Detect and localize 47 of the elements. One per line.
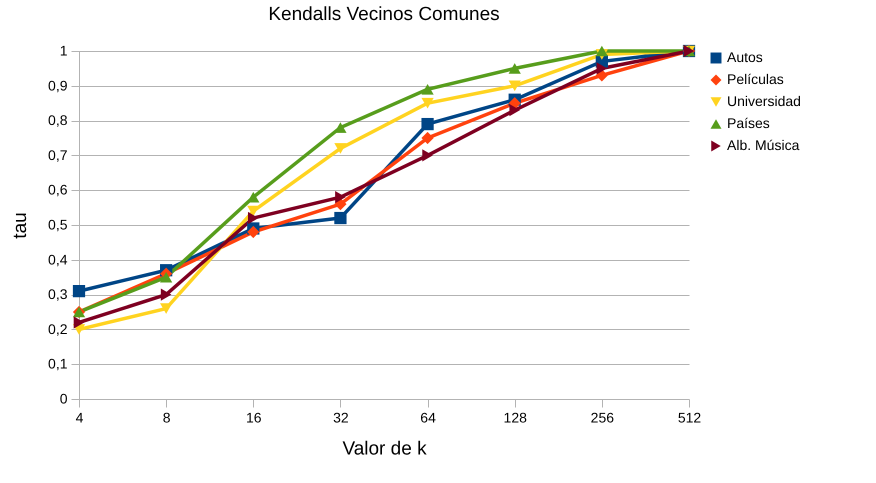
point bbox=[421, 84, 434, 95]
point bbox=[247, 226, 260, 238]
legend-label: Países bbox=[727, 115, 770, 131]
y-tick-label: 0,9 bbox=[48, 77, 68, 94]
y-tick-label: 0,2 bbox=[48, 320, 68, 337]
point bbox=[160, 303, 172, 314]
point bbox=[421, 132, 434, 144]
point bbox=[596, 46, 608, 56]
point bbox=[508, 63, 521, 74]
point bbox=[74, 316, 84, 329]
legend-label: Universidad bbox=[727, 93, 801, 109]
legend-label: Autos bbox=[727, 49, 763, 65]
y-tick-label: 0,8 bbox=[48, 112, 68, 128]
x-tick-label: 16 bbox=[246, 410, 262, 426]
x-tick-label: 8 bbox=[162, 410, 171, 426]
y-tick-label: 0,1 bbox=[48, 356, 68, 372]
x-tick-label: 32 bbox=[333, 410, 349, 426]
y-tick-label: 0,7 bbox=[48, 146, 68, 163]
y-tick-label: 0,4 bbox=[48, 251, 68, 268]
point bbox=[160, 288, 172, 301]
point bbox=[508, 80, 521, 92]
y-tick-label: 0,3 bbox=[48, 286, 68, 302]
point bbox=[334, 143, 347, 154]
legend-label: Películas bbox=[727, 71, 784, 87]
y-tick-label: 0,6 bbox=[48, 182, 68, 198]
point bbox=[335, 191, 346, 204]
y-tick-label: 1 bbox=[60, 42, 68, 58]
y-tick-label: 0,5 bbox=[48, 216, 68, 232]
chart-title: Kendalls Vecinos Comunes bbox=[268, 4, 500, 25]
point bbox=[334, 212, 347, 224]
x-tick-label: 4 bbox=[76, 410, 84, 426]
x-tick-label: 512 bbox=[678, 410, 702, 426]
point bbox=[422, 149, 433, 162]
legend-label: Alb. Música bbox=[727, 137, 800, 153]
point bbox=[421, 118, 434, 130]
point bbox=[421, 98, 434, 109]
point bbox=[247, 206, 260, 216]
point bbox=[248, 212, 259, 224]
point bbox=[596, 62, 608, 75]
x-axis-title: Valor de k bbox=[342, 438, 428, 460]
x-tick-label: 256 bbox=[590, 410, 614, 426]
y-axis-title: tau bbox=[10, 212, 32, 239]
x-tick-label: 128 bbox=[504, 410, 528, 426]
x-tick-label: 64 bbox=[420, 410, 436, 426]
point bbox=[509, 104, 520, 116]
y-tick-label: 0 bbox=[60, 390, 68, 406]
point bbox=[160, 272, 172, 283]
